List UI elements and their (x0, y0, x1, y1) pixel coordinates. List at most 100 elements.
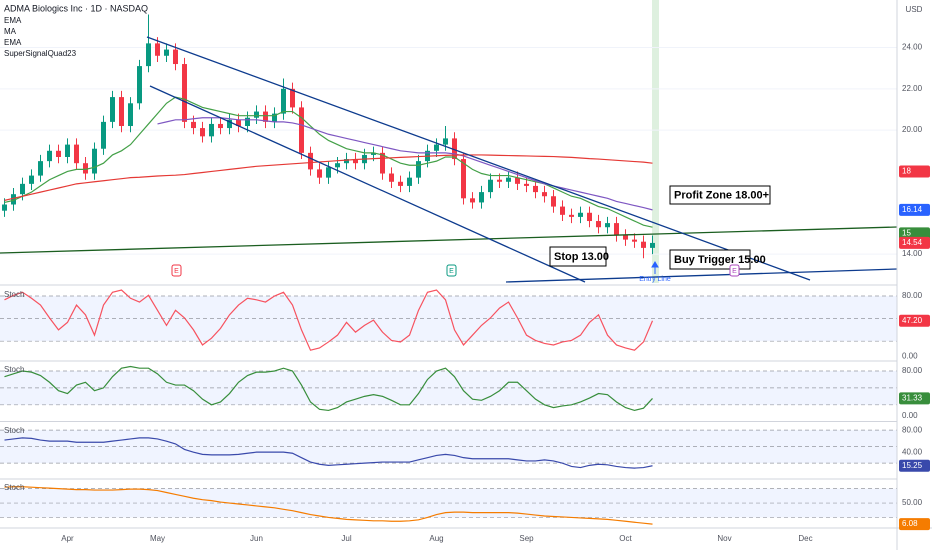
candle-body (47, 150, 52, 162)
axis: 14.00 20.00 22.00 24.00 ADMA Biologics Inc ·… (4, 3, 930, 543)
candle-body (281, 88, 286, 114)
candle-body (254, 111, 259, 118)
price-badge-label: 6.08 (902, 519, 918, 528)
y-tick-label: 20.00 (902, 125, 923, 134)
candle-body (263, 111, 268, 122)
event-badge[interactable] (171, 264, 182, 277)
series-line (4, 486, 653, 525)
candle-body (83, 163, 88, 174)
candle-body (641, 241, 646, 248)
candle-body (335, 163, 340, 168)
candle-body (128, 103, 133, 127)
candle-body (74, 144, 79, 164)
price-badge-label: 18 (902, 167, 911, 176)
trend-line (146, 36, 811, 281)
candle-body (227, 119, 232, 129)
trend-line (505, 268, 898, 283)
candle-body (389, 173, 394, 182)
candle-body (479, 192, 484, 203)
candle-body (551, 196, 556, 207)
series-line (4, 289, 654, 351)
candle-body (29, 175, 34, 184)
candle-body (434, 144, 439, 151)
candle-body (596, 221, 601, 228)
plot (2, 14, 655, 525)
candle-body (623, 235, 628, 240)
candle-body (587, 212, 592, 222)
candle-body (578, 212, 583, 217)
y-tick-label: 80.00 (902, 425, 923, 434)
candle-body (155, 43, 160, 56)
candle-body (164, 49, 169, 56)
candle-body (380, 152, 385, 174)
annotation-box (549, 246, 607, 267)
candle-body (218, 123, 223, 129)
x-tick-label: Aug (429, 534, 443, 543)
candle-body (326, 167, 331, 178)
entry-highlight (652, 0, 659, 283)
entry-arrow (651, 261, 659, 274)
x-tick-label: May (150, 534, 165, 543)
candle-body (200, 128, 205, 137)
candle-body (407, 177, 412, 186)
annotation: Buy Trigger 15.00 (674, 254, 766, 266)
candle-body (38, 161, 43, 176)
candle-body (497, 179, 502, 182)
candle-body (614, 223, 619, 236)
series-label: Stoch (4, 483, 24, 492)
candle-body (317, 169, 322, 178)
candle-body (416, 161, 421, 178)
candle-body (488, 179, 493, 193)
candle-body (11, 194, 16, 205)
y-tick-label: 40.00 (902, 447, 923, 456)
candle-body (443, 138, 448, 145)
candle-body (452, 138, 457, 160)
candle-body (137, 66, 142, 104)
x-tick-label: Apr (61, 534, 74, 543)
price-badge (899, 518, 930, 531)
legend-entry: SuperSignalQuad23 (4, 49, 77, 58)
annotation: Entry Line (639, 276, 671, 283)
series-line (4, 154, 653, 201)
candle-body (515, 177, 520, 184)
price-badge (899, 236, 930, 249)
trend-line (149, 85, 586, 283)
legend-entry: EMA (4, 16, 22, 25)
candle-body (470, 198, 475, 203)
series-label: Stoch (4, 290, 24, 299)
candle-body (560, 206, 565, 215)
event-label: E (732, 268, 737, 275)
event-badge[interactable] (446, 264, 457, 277)
price-badge (899, 392, 930, 405)
price-badge-label: 14.54 (902, 238, 923, 247)
price-axis (897, 0, 932, 550)
series-label: Stoch (4, 365, 24, 374)
candle-body (182, 64, 187, 122)
candle-body (2, 204, 7, 211)
y-tick-label: 14.00 (902, 249, 923, 258)
price-badge (899, 227, 930, 240)
x-tick-label: Dec (798, 534, 812, 543)
candle-body (569, 214, 574, 217)
x-tick-label: Jun (250, 534, 263, 543)
series-line (157, 117, 653, 211)
y-tick-label: 80.00 (902, 291, 923, 300)
series-line (4, 365, 653, 412)
x-tick-label: Nov (717, 534, 731, 543)
candle-body (398, 181, 403, 186)
candle-body (119, 97, 124, 127)
legend-entry: MA (4, 27, 17, 36)
price-badge-label: 15.25 (902, 461, 923, 470)
y-tick-label: 24.00 (902, 43, 923, 52)
candle-body (344, 159, 349, 164)
candle-body (272, 113, 277, 122)
y-tick-label: 50.00 (902, 498, 923, 507)
candle-body (290, 88, 295, 108)
candle-body (461, 159, 466, 199)
event-badge[interactable] (729, 264, 740, 277)
candle-body (92, 148, 97, 174)
candle-body (533, 185, 538, 193)
series-line (4, 437, 653, 469)
price-badge (899, 203, 930, 216)
